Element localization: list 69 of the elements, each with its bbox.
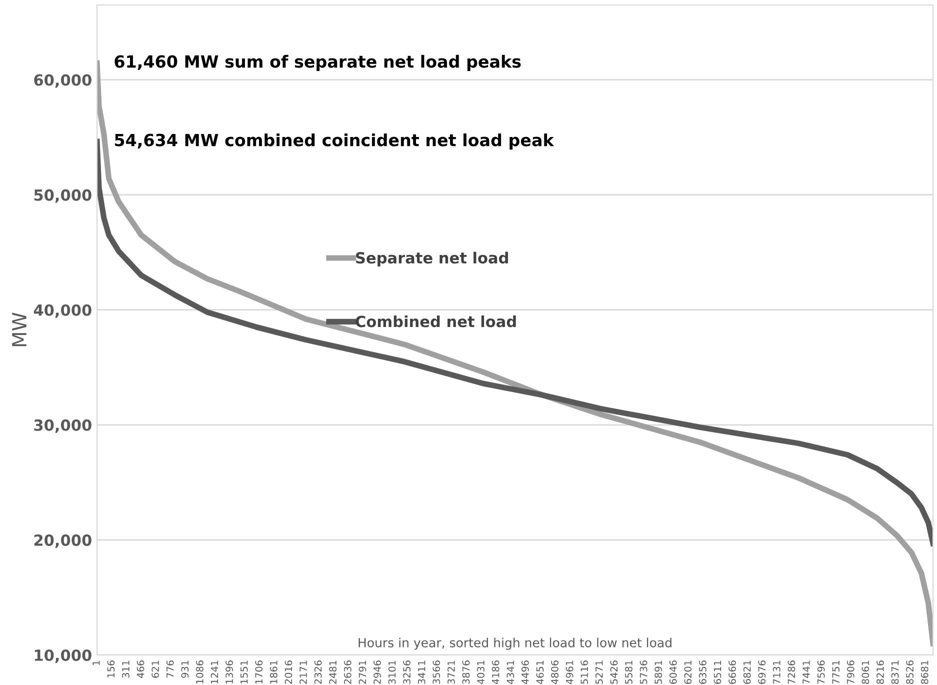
x-tick-label: 8681 (920, 660, 928, 684)
x-tick-label: 776 (166, 660, 174, 678)
y-tick-label: 20,000 (34, 534, 92, 548)
y-axis-title: MW (12, 312, 26, 346)
x-tick-label: 3101 (388, 660, 396, 684)
x-tick-label: 7131 (772, 660, 780, 684)
x-tick-label: 2946 (374, 660, 381, 684)
x-tick-label: 7906 (846, 660, 854, 684)
x-tick-label: 5116 (580, 660, 588, 684)
x-tick-label: 4186 (492, 660, 500, 684)
x-tick-label: 3411 (418, 660, 426, 684)
x-tick-label: 3566 (432, 660, 440, 684)
x-tick-label: 1396 (226, 660, 233, 684)
x-tick-label: 8061 (862, 660, 870, 684)
x-tick-label: 5271 (595, 660, 603, 684)
y-tick-label: 60,000 (34, 74, 92, 88)
x-tick-label: 7751 (832, 660, 840, 684)
x-tick-label: 8371 (891, 660, 899, 684)
y-tick-label: 30,000 (34, 419, 92, 433)
x-tick-label: 3721 (448, 660, 455, 684)
x-tick-label: 4961 (566, 660, 574, 684)
x-tick-label: 466 (136, 660, 144, 678)
x-tick-label: 1086 (196, 660, 204, 684)
annotation: 61,460 MW sum of separate net load peaks (114, 54, 521, 72)
x-tick-label: 311 (122, 660, 130, 678)
x-tick-label: 1706 (255, 660, 263, 684)
x-tick-label: 8526 (906, 660, 914, 684)
x-tick-label: 6976 (758, 660, 766, 684)
x-tick-label: 6201 (684, 660, 692, 684)
x-tick-label: 5736 (640, 660, 648, 684)
x-tick-label: 2171 (300, 660, 307, 684)
x-axis-title: Hours in year, sorted high net load to low net load (358, 638, 672, 650)
x-tick-label: 3876 (462, 660, 470, 684)
annotation: 54,634 MW combined coincident net load peak (114, 133, 554, 150)
x-tick-label: 621 (152, 660, 159, 678)
x-tick-label: 4651 (536, 660, 544, 684)
x-tick-label: 6356 (699, 660, 706, 684)
x-tick-label: 6511 (714, 660, 722, 684)
y-tick-label: 40,000 (34, 304, 92, 318)
x-tick-label: 4806 (551, 660, 558, 684)
x-tick-label: 2636 (344, 660, 352, 684)
x-tick-label: 7441 (802, 660, 810, 684)
y-tick-label: 50,000 (34, 189, 92, 203)
x-tick-label: 931 (181, 660, 189, 678)
x-tick-label: 4031 (477, 660, 484, 684)
x-tick-label: 8216 (876, 660, 884, 684)
x-tick-label: 2791 (358, 660, 366, 684)
x-tick-label: 7286 (788, 660, 796, 684)
x-tick-label: 1241 (210, 660, 218, 684)
x-tick-label: 5426 (610, 660, 618, 684)
x-tick-label: 1551 (240, 660, 248, 684)
legend-label: Combined net load (356, 315, 516, 328)
x-tick-label: 2481 (329, 660, 337, 684)
x-tick-label: 7596 (817, 660, 825, 684)
x-tick-label: 5581 (625, 660, 632, 684)
x-tick-label: 5891 (654, 660, 662, 684)
x-tick-label: 4496 (521, 660, 529, 684)
x-tick-label: 6666 (728, 660, 736, 684)
y-tick-label: 10,000 (34, 649, 92, 663)
x-tick-label: 1861 (270, 660, 278, 684)
legend-label: Separate net load (356, 252, 508, 267)
x-tick-label: 6046 (669, 660, 677, 684)
x-tick-label: 156 (107, 660, 115, 678)
x-tick-label: 2016 (284, 660, 292, 684)
x-tick-label: 6821 (743, 660, 751, 684)
x-tick-label: 3256 (403, 660, 410, 684)
x-tick-label: 4341 (506, 660, 514, 684)
x-tick-label: 1 (92, 660, 100, 665)
x-tick-label: 2326 (314, 660, 322, 684)
